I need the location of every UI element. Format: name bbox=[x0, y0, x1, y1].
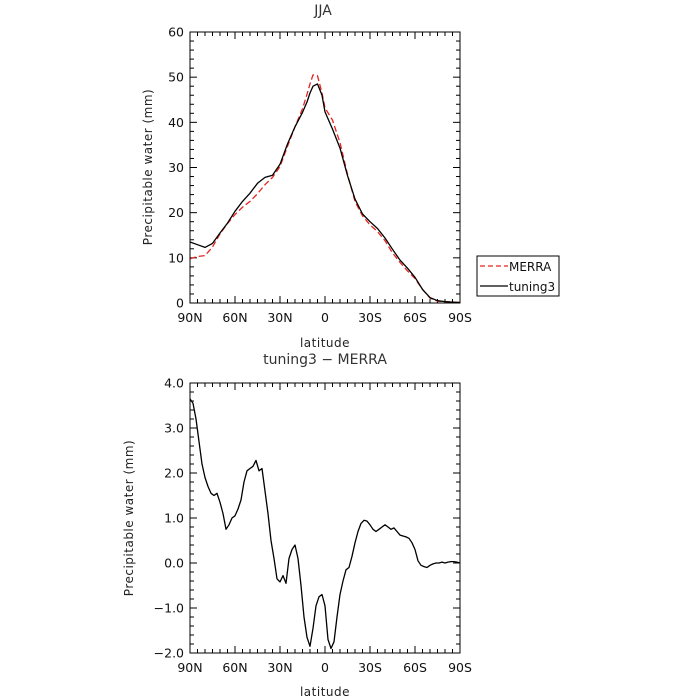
bottom-panel: tuning3 − MERRA Precipitable water (mm) … bbox=[122, 352, 472, 699]
bottom-x-tick-label: 90N bbox=[177, 660, 202, 675]
top-y-tick-label: 30 bbox=[168, 160, 184, 175]
top-series-line-tuning3 bbox=[189, 83, 461, 304]
top-plot-frame bbox=[189, 31, 461, 304]
top-y-tick-label: 0 bbox=[176, 296, 184, 311]
top-y-tick-label: 60 bbox=[168, 25, 184, 40]
top-y-tick-label: 50 bbox=[168, 70, 184, 85]
bottom-y-axis-label: Precipitable water (mm) bbox=[122, 440, 136, 596]
bottom-chart-title: tuning3 − MERRA bbox=[263, 352, 387, 368]
bottom-x-tick-label: 0 bbox=[321, 660, 329, 675]
top-x-tick-label: 60S bbox=[403, 310, 427, 325]
bottom-series-line-0 bbox=[189, 398, 461, 650]
top-x-axis-label: latitude bbox=[300, 336, 350, 350]
top-x-tick-label: 30N bbox=[267, 310, 292, 325]
bottom-x-tick-label: 90S bbox=[448, 660, 472, 675]
top-chart-title: JJA bbox=[313, 3, 332, 19]
top-x-tick-label: 0 bbox=[321, 310, 329, 325]
bottom-x-tick-label: 60S bbox=[403, 660, 427, 675]
bottom-y-tick-label: 1.0 bbox=[164, 511, 184, 526]
bottom-plot-frame bbox=[189, 382, 461, 654]
top-y-tick-label: 20 bbox=[168, 205, 184, 220]
legend-label-tuning3: tuning3 bbox=[509, 280, 555, 294]
top-series-line-merra bbox=[189, 74, 461, 304]
bottom-x-tick-label: 60N bbox=[222, 660, 247, 675]
top-legend: MERRA tuning3 bbox=[476, 255, 560, 297]
bottom-y-tick-label: 4.0 bbox=[164, 376, 184, 391]
top-x-tick-label: 90N bbox=[177, 310, 202, 325]
bottom-x-tick-label: 30S bbox=[358, 660, 382, 675]
bottom-x-tick-label: 30N bbox=[267, 660, 292, 675]
bottom-y-tick-label: 2.0 bbox=[164, 466, 184, 481]
bottom-y-tick-label: 3.0 bbox=[164, 421, 184, 436]
legend-box bbox=[476, 255, 560, 297]
top-y-tick-label: 10 bbox=[168, 250, 184, 265]
top-panel: JJA Precipitable water (mm) latitude 0 10… bbox=[141, 3, 472, 350]
bottom-x-axis-label: latitude bbox=[300, 685, 350, 699]
top-x-tick-label: 90S bbox=[448, 310, 472, 325]
bottom-y-tick-label: 0.0 bbox=[164, 556, 184, 571]
top-y-tick-label: 40 bbox=[168, 115, 184, 130]
top-y-axis-label: Precipitable water (mm) bbox=[141, 89, 155, 245]
top-x-tick-label: 60N bbox=[222, 310, 247, 325]
bottom-y-tick-label: −1.0 bbox=[154, 601, 184, 616]
bottom-y-tick-label: −2.0 bbox=[154, 646, 184, 661]
top-x-tick-label: 30S bbox=[358, 310, 382, 325]
legend-label-merra: MERRA bbox=[509, 260, 552, 274]
